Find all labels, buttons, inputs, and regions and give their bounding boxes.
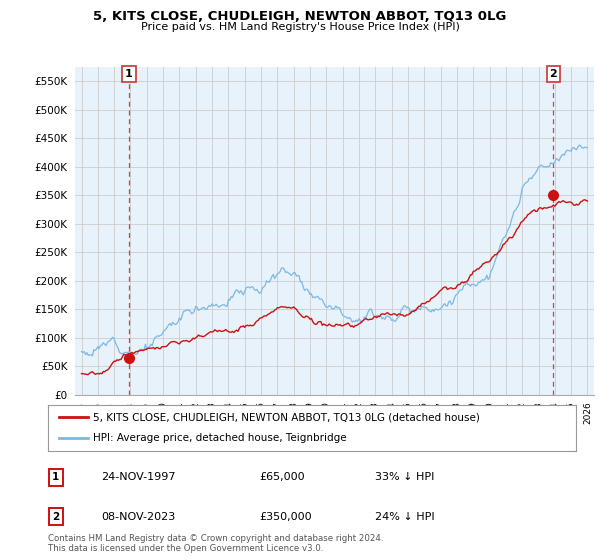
Text: 08-NOV-2023: 08-NOV-2023 xyxy=(101,512,175,521)
Text: 5, KITS CLOSE, CHUDLEIGH, NEWTON ABBOT, TQ13 0LG (detached house): 5, KITS CLOSE, CHUDLEIGH, NEWTON ABBOT, … xyxy=(93,412,480,422)
Text: 1: 1 xyxy=(52,473,59,482)
Text: 24-NOV-1997: 24-NOV-1997 xyxy=(101,473,175,482)
Text: 1: 1 xyxy=(125,69,133,79)
Text: 24% ↓ HPI: 24% ↓ HPI xyxy=(376,512,435,521)
Text: 5, KITS CLOSE, CHUDLEIGH, NEWTON ABBOT, TQ13 0LG: 5, KITS CLOSE, CHUDLEIGH, NEWTON ABBOT, … xyxy=(94,10,506,23)
Text: 33% ↓ HPI: 33% ↓ HPI xyxy=(376,473,435,482)
Text: £65,000: £65,000 xyxy=(259,473,305,482)
Text: HPI: Average price, detached house, Teignbridge: HPI: Average price, detached house, Teig… xyxy=(93,433,347,444)
Text: £350,000: £350,000 xyxy=(259,512,312,521)
Text: Price paid vs. HM Land Registry's House Price Index (HPI): Price paid vs. HM Land Registry's House … xyxy=(140,22,460,32)
Text: 2: 2 xyxy=(52,512,59,521)
Text: 2: 2 xyxy=(550,69,557,79)
Text: Contains HM Land Registry data © Crown copyright and database right 2024.
This d: Contains HM Land Registry data © Crown c… xyxy=(48,534,383,553)
